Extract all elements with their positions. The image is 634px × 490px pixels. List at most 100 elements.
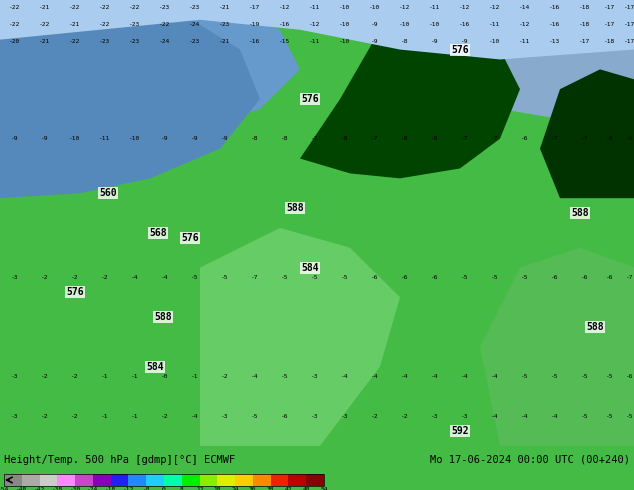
Text: -12: -12 [489, 5, 501, 10]
Text: -5: -5 [606, 374, 614, 379]
Text: -23: -23 [190, 39, 200, 44]
Text: -5: -5 [521, 275, 529, 280]
Bar [93, 474, 111, 486]
Text: -9: -9 [221, 136, 229, 141]
Text: -9: -9 [626, 136, 634, 141]
Text: -0: -0 [161, 374, 169, 379]
Text: -5: -5 [626, 414, 634, 418]
Text: -20: -20 [10, 39, 21, 44]
Text: Height/Temp. 500 hPa [gdmp][°C] ECMWF: Height/Temp. 500 hPa [gdmp][°C] ECMWF [4, 455, 235, 465]
Text: -18: -18 [579, 5, 591, 10]
Text: 12: 12 [196, 487, 204, 490]
Text: -5: -5 [581, 374, 589, 379]
Text: -3: -3 [462, 414, 469, 418]
Text: -23: -23 [219, 22, 231, 27]
Text: -16: -16 [460, 22, 470, 27]
Text: -10: -10 [399, 22, 411, 27]
Text: -9: -9 [372, 22, 378, 27]
Text: -12: -12 [123, 487, 134, 490]
Text: -21: -21 [219, 5, 231, 10]
Text: -10: -10 [129, 136, 141, 141]
Bar [4, 474, 22, 486]
Text: -10: -10 [429, 22, 441, 27]
Text: -4: -4 [431, 374, 439, 379]
Text: -9: -9 [11, 136, 19, 141]
Text: 8: 8 [180, 487, 184, 490]
Text: 576: 576 [451, 45, 469, 54]
Text: -11: -11 [429, 5, 441, 10]
Text: -12: -12 [460, 5, 470, 10]
Text: -9: -9 [41, 136, 49, 141]
Text: -5: -5 [191, 275, 198, 280]
Text: 588: 588 [154, 312, 172, 322]
Text: 588: 588 [571, 208, 589, 218]
Text: 54: 54 [320, 487, 328, 490]
Text: -3: -3 [311, 374, 319, 379]
Text: -7: -7 [462, 136, 469, 141]
Text: -19: -19 [249, 22, 261, 27]
Text: -21: -21 [39, 39, 51, 44]
Text: -23: -23 [129, 39, 141, 44]
Text: -17: -17 [249, 5, 261, 10]
Text: -9: -9 [191, 136, 198, 141]
Text: -6: -6 [626, 374, 634, 379]
Text: -2: -2 [71, 275, 79, 280]
Text: -1: -1 [101, 414, 109, 418]
Text: 592: 592 [451, 426, 469, 436]
Text: -6: -6 [581, 275, 589, 280]
Text: -17: -17 [579, 39, 591, 44]
Text: -17: -17 [624, 5, 634, 10]
Text: -12: -12 [399, 5, 411, 10]
Text: -10: -10 [339, 39, 351, 44]
Text: -6: -6 [281, 414, 288, 418]
Text: -12: -12 [309, 22, 321, 27]
Text: -18: -18 [579, 22, 591, 27]
Text: -22: -22 [69, 39, 81, 44]
Text: -48: -48 [16, 487, 27, 490]
Text: -24: -24 [159, 39, 171, 44]
Text: -10: -10 [69, 136, 81, 141]
Text: -14: -14 [519, 5, 531, 10]
Text: -22: -22 [69, 5, 81, 10]
Text: -23: -23 [100, 39, 110, 44]
Bar [288, 474, 306, 486]
Text: Mo 17-06-2024 00:00 UTC (00+240): Mo 17-06-2024 00:00 UTC (00+240) [430, 455, 630, 465]
Text: -8: -8 [143, 487, 150, 490]
Bar [22, 474, 39, 486]
Text: -2: -2 [161, 414, 169, 418]
Text: -8: -8 [341, 136, 349, 141]
Text: -4: -4 [551, 414, 559, 418]
Text: -22: -22 [10, 22, 21, 27]
Text: -18: -18 [604, 39, 616, 44]
Text: 588: 588 [286, 203, 304, 213]
Bar [129, 474, 146, 486]
Text: -22: -22 [129, 5, 141, 10]
Text: -4: -4 [372, 374, 378, 379]
Text: -17: -17 [624, 39, 634, 44]
Bar [253, 474, 271, 486]
Bar [217, 474, 235, 486]
Text: -6: -6 [431, 275, 439, 280]
Text: -1: -1 [131, 414, 139, 418]
Text: 0: 0 [162, 487, 166, 490]
Text: -24: -24 [190, 22, 200, 27]
Bar [271, 474, 288, 486]
Text: -8: -8 [281, 136, 288, 141]
Text: -7: -7 [626, 275, 634, 280]
Text: -5: -5 [491, 275, 499, 280]
Text: -2: -2 [71, 414, 79, 418]
Text: -6: -6 [606, 275, 614, 280]
Text: -5: -5 [251, 414, 259, 418]
Text: -7: -7 [581, 136, 589, 141]
Text: -5: -5 [551, 374, 559, 379]
Text: -7: -7 [491, 136, 499, 141]
Text: -5: -5 [281, 275, 288, 280]
Text: -11: -11 [309, 39, 321, 44]
Text: 588: 588 [586, 322, 604, 332]
Text: -10: -10 [370, 5, 380, 10]
Text: -7: -7 [372, 136, 378, 141]
Text: -4: -4 [491, 414, 499, 418]
Text: -2: -2 [372, 414, 378, 418]
Text: -4: -4 [341, 374, 349, 379]
Text: -6: -6 [551, 275, 559, 280]
